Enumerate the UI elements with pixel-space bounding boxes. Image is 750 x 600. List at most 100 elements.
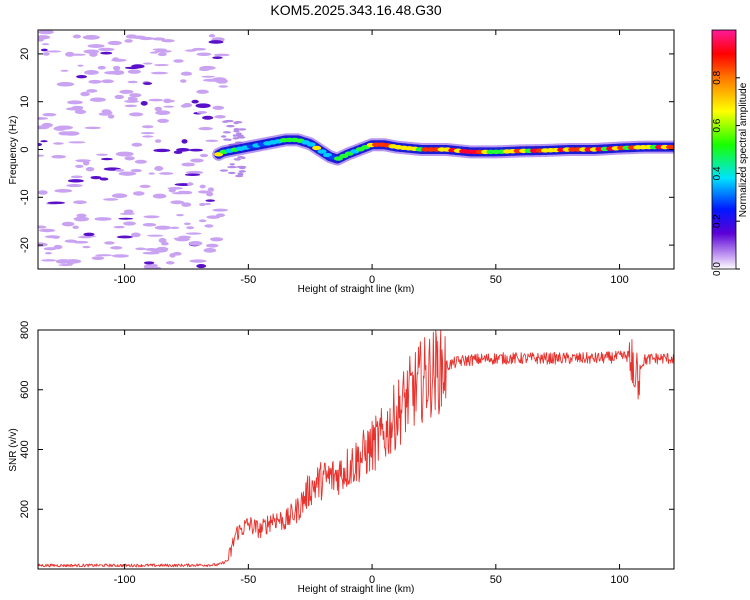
noise-blob — [130, 168, 142, 173]
noise-blob — [65, 51, 75, 57]
noise-blob — [205, 139, 219, 142]
noise-blob — [143, 261, 155, 265]
noise-blob — [104, 241, 115, 245]
noise-blob — [141, 125, 154, 129]
noise-blob — [132, 191, 145, 196]
spectrogram-x-ticks: -100 -50 0 50 100 — [114, 30, 629, 286]
noise-blob — [198, 219, 207, 223]
noise-blob — [38, 225, 47, 229]
noise-blob — [140, 100, 148, 106]
noise-blob — [52, 156, 66, 159]
noise-blob — [236, 165, 247, 169]
noise-blob — [131, 142, 143, 147]
noise-blob — [180, 104, 188, 108]
spectrogram-x-tick-label: 50 — [490, 274, 502, 286]
noise-blob — [198, 127, 213, 131]
noise-blob — [58, 264, 72, 267]
noise-blob — [43, 247, 57, 251]
noise-blob — [199, 153, 209, 158]
noise-blob — [213, 53, 230, 57]
spectrogram-y-tick-label: 10 — [19, 96, 31, 108]
noise-blob — [38, 117, 49, 120]
noise-blob — [212, 56, 223, 60]
noise-blob — [40, 48, 48, 52]
noise-blob — [72, 34, 82, 39]
noise-blob — [128, 112, 144, 117]
noise-blob — [90, 175, 102, 180]
snr-y-tick-label: 200 — [19, 500, 31, 518]
noise-blob — [101, 79, 114, 84]
noise-blob — [67, 179, 84, 183]
noise-blob — [38, 30, 54, 35]
noise-blob — [157, 118, 169, 123]
noise-blob — [119, 89, 134, 94]
noise-blob — [227, 171, 236, 175]
noise-blob — [179, 79, 187, 83]
frequency-ridge — [212, 133, 674, 166]
noise-blob — [190, 158, 204, 163]
noise-blob — [223, 138, 231, 141]
noise-blob — [236, 136, 246, 139]
noise-blob — [205, 199, 216, 202]
noise-blob — [123, 221, 136, 226]
noise-blob — [161, 241, 169, 246]
noise-blob — [85, 166, 95, 172]
noise-blob — [237, 156, 245, 159]
noise-blob — [184, 173, 201, 177]
noise-blob — [152, 193, 167, 199]
noise-blob — [41, 43, 50, 46]
noise-blob — [111, 193, 128, 199]
noise-blob — [219, 169, 229, 172]
noise-blob — [111, 70, 125, 75]
noise-blob — [155, 110, 171, 116]
noise-blob — [70, 175, 83, 179]
noise-blob — [42, 112, 57, 117]
noise-blob — [233, 158, 242, 161]
noise-blob — [192, 47, 207, 51]
noise-blob — [56, 81, 75, 87]
noise-blob — [154, 49, 172, 53]
spectrogram-x-tick-label: -50 — [240, 274, 256, 286]
noise-blob — [38, 154, 45, 157]
noise-blob — [118, 217, 134, 220]
noise-blob — [94, 217, 112, 221]
noise-blob — [103, 198, 119, 201]
noise-blob — [73, 216, 90, 222]
noise-blob — [206, 215, 221, 219]
noise-blob — [173, 59, 184, 63]
spectrogram-y-label: Frequency (Hz) — [8, 116, 19, 185]
noise-blob — [40, 140, 48, 143]
noise-blob — [229, 163, 235, 166]
noise-blob — [159, 172, 174, 175]
noise-blob — [113, 225, 125, 229]
colorbar-tick-label: 0.0 — [712, 262, 723, 276]
noise-blob — [76, 213, 87, 218]
noise-blob — [129, 93, 142, 98]
noise-blob — [118, 171, 137, 176]
noise-blob — [233, 121, 239, 125]
noise-blob — [154, 165, 164, 171]
snr-panel: -100 -50 0 50 100 200 400 600 800 Height of str… — [8, 321, 675, 595]
noise-blob — [114, 169, 125, 172]
noise-blob — [195, 103, 211, 109]
colorbar-tick-label: 0.2 — [712, 214, 723, 228]
noise-blob — [188, 240, 203, 246]
noise-blob — [99, 177, 109, 181]
noise-blob — [202, 115, 214, 120]
noise-blob — [220, 135, 227, 138]
noise-blob — [158, 237, 167, 243]
snr-y-tick-label: 800 — [19, 321, 31, 339]
noise-blob — [196, 110, 208, 114]
noise-blob — [124, 104, 138, 108]
colorbar-gradient — [711, 29, 737, 270]
noise-blob — [82, 35, 100, 40]
noise-blob — [73, 200, 87, 205]
noise-blob — [212, 208, 229, 212]
noise-blob — [218, 85, 228, 88]
noise-blob — [148, 98, 164, 102]
noise-blob — [163, 98, 172, 104]
noise-blob — [161, 39, 175, 43]
noise-blob — [83, 232, 95, 237]
noise-blob — [54, 188, 73, 193]
noise-blob — [173, 150, 183, 154]
